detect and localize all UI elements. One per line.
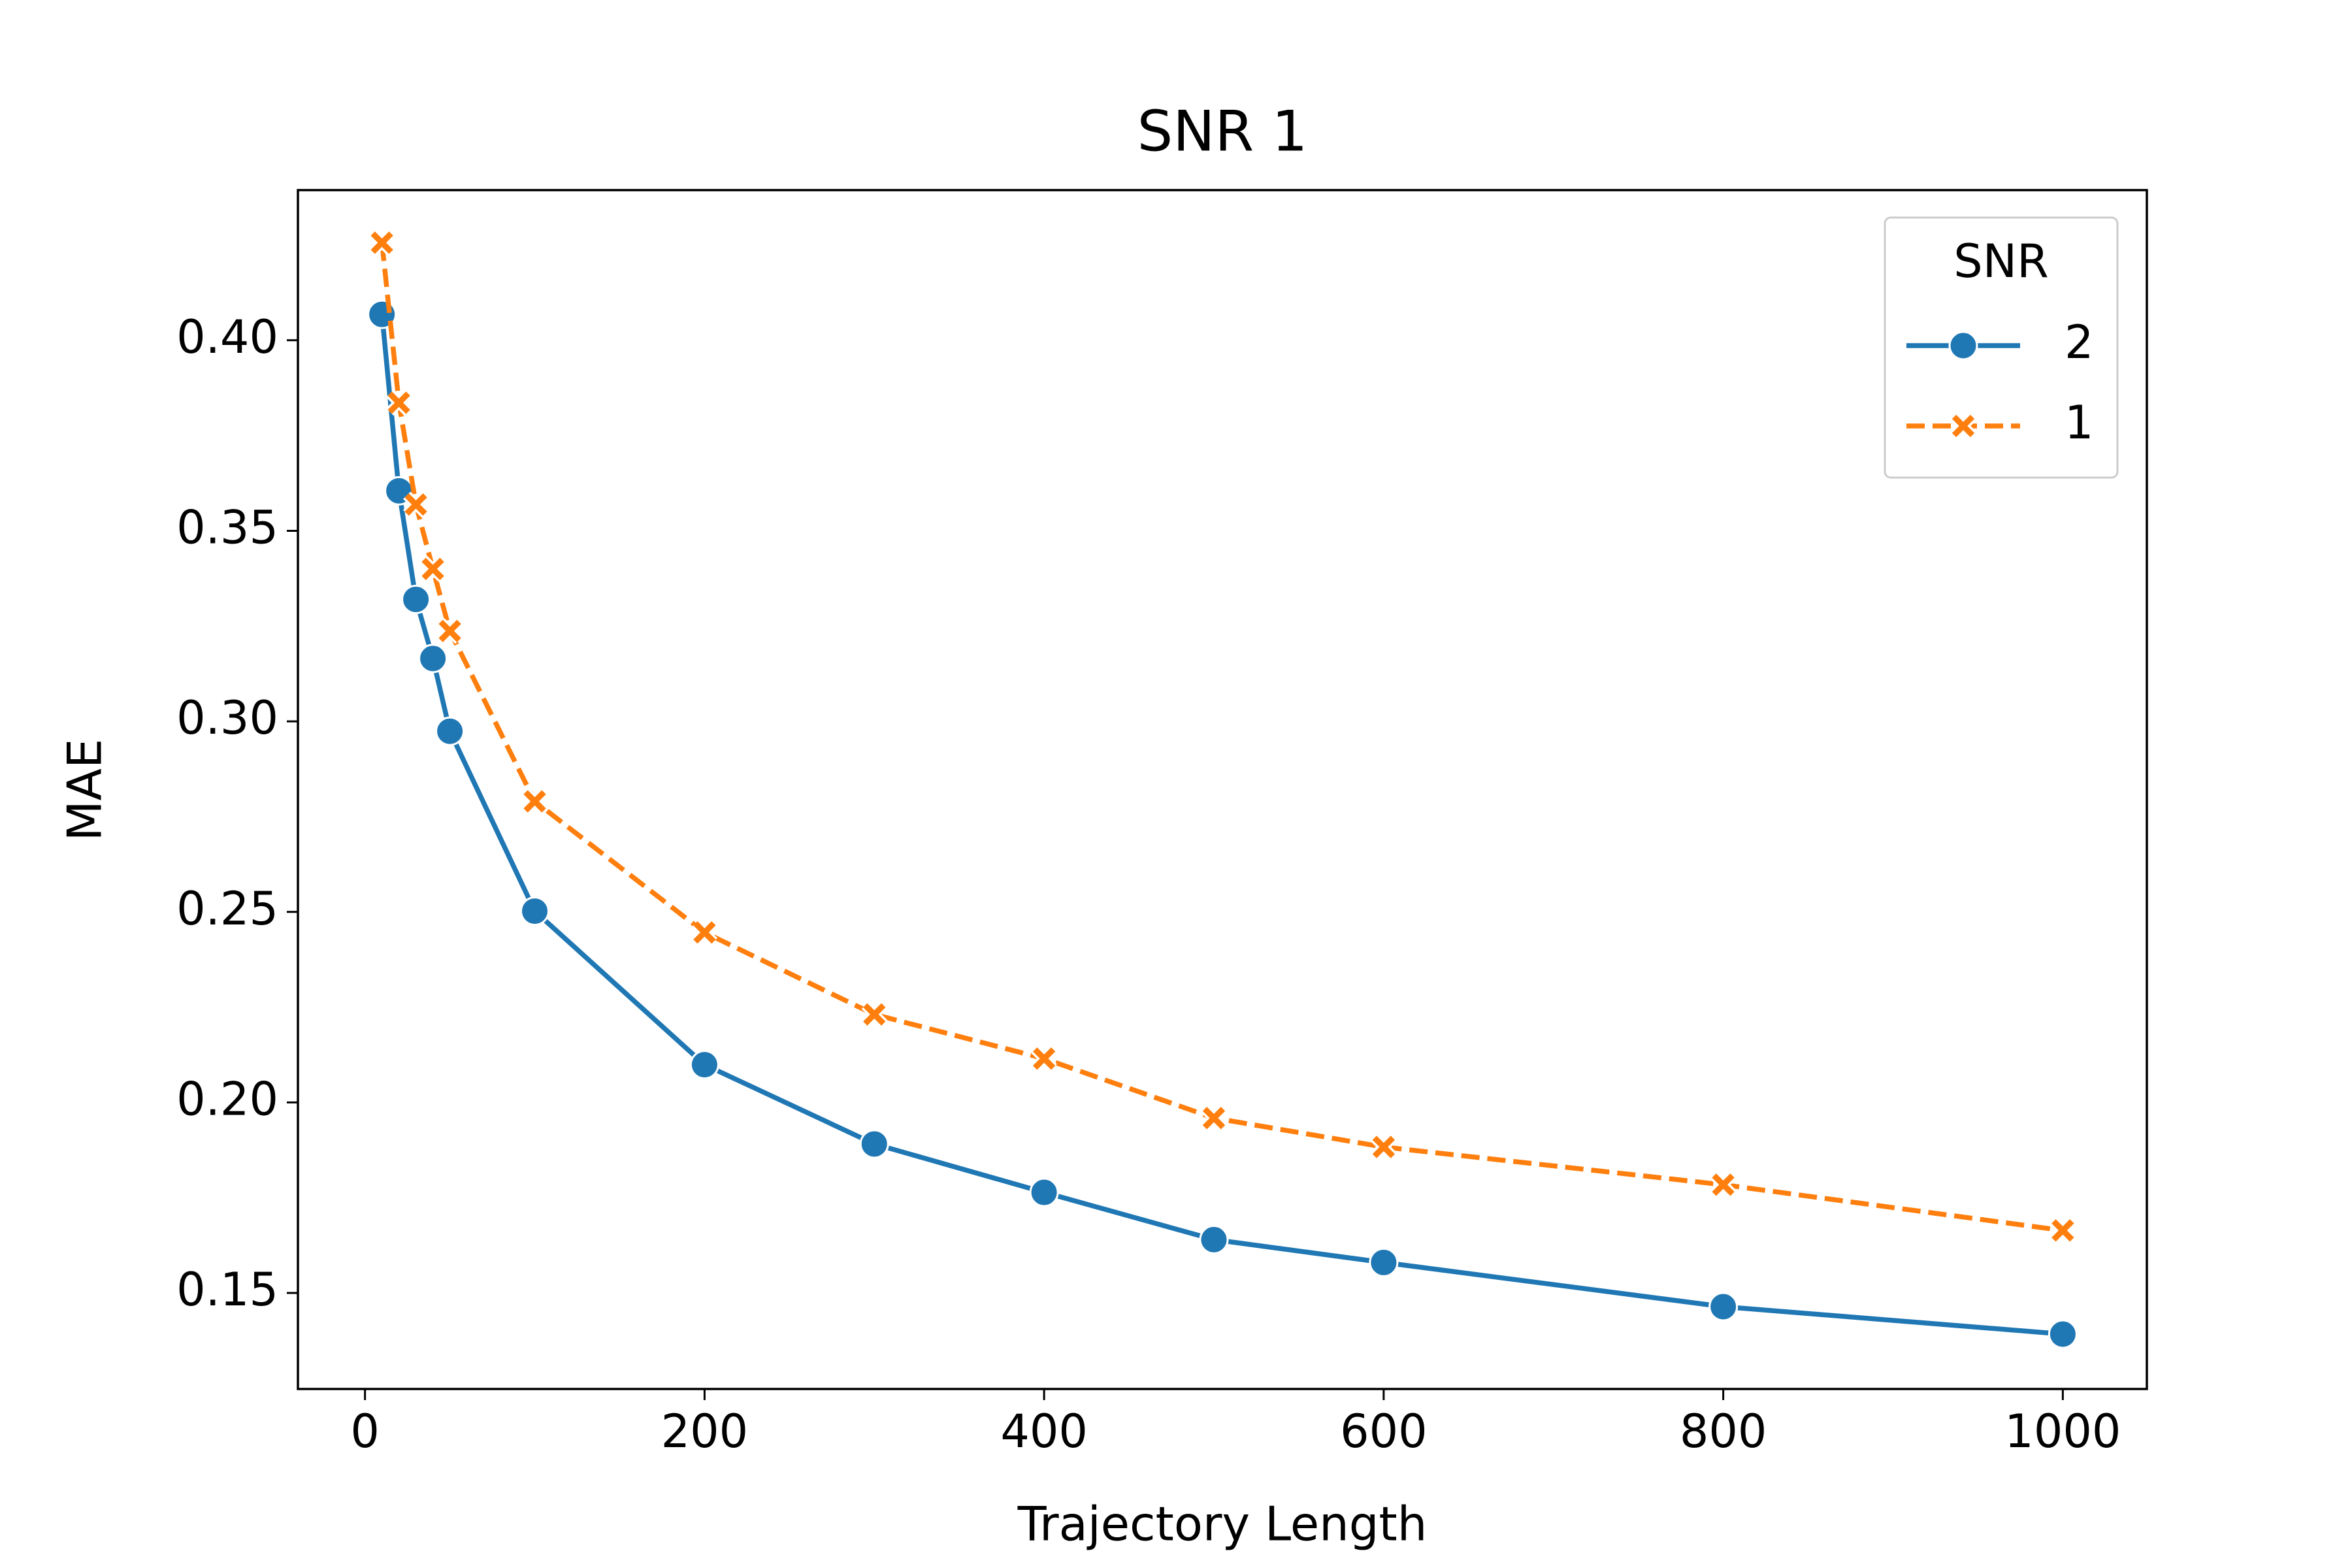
legend-label: 2 <box>2065 316 2094 369</box>
y-tick-label: 0.35 <box>176 500 278 554</box>
legend-title: SNR <box>1953 235 2048 288</box>
data-point <box>520 896 550 926</box>
y-axis-label: MAE <box>57 739 112 841</box>
data-point <box>1369 1247 1399 1277</box>
data-point <box>1202 1107 1226 1130</box>
data-point <box>1372 1135 1396 1158</box>
chart-title: SNR 1 <box>1137 99 1308 164</box>
data-point <box>370 231 393 254</box>
x-tick-label: 200 <box>661 1405 749 1458</box>
legend-label: 1 <box>2065 396 2094 449</box>
data-point <box>1708 1292 1739 1322</box>
data-point <box>404 493 427 516</box>
legend-marker <box>1948 331 1978 361</box>
x-tick-label: 400 <box>1000 1405 1088 1458</box>
x-tick-label: 600 <box>1340 1405 1428 1458</box>
data-point <box>523 790 546 813</box>
y-tick-label: 0.40 <box>176 310 278 364</box>
series-line <box>379 242 2063 1233</box>
legend: SNR 2 1 <box>1884 216 2119 479</box>
y-tick-label: 0.30 <box>176 691 278 745</box>
data-point <box>2048 1319 2078 1349</box>
x-tick-label: 800 <box>1680 1405 1767 1458</box>
data-point <box>689 1050 719 1080</box>
data-point <box>859 1129 889 1159</box>
data-point <box>693 921 716 944</box>
plot-frame <box>297 189 2148 1390</box>
series-line <box>379 314 2063 1337</box>
x-axis-label: Trajectory Length <box>1017 1497 1428 1552</box>
y-tick-label: 0.15 <box>176 1263 278 1316</box>
data-point <box>1712 1173 1735 1196</box>
y-tick-label: 0.20 <box>176 1072 278 1126</box>
data-point <box>2051 1219 2074 1242</box>
data-point <box>1032 1047 1056 1070</box>
data-point <box>863 1003 886 1026</box>
data-point <box>435 716 465 746</box>
data-point <box>418 644 448 674</box>
data-point <box>387 391 410 414</box>
data-point <box>438 619 461 643</box>
data-point <box>1199 1224 1229 1254</box>
x-tick-label: 1000 <box>2004 1405 2121 1458</box>
x-tick-label: 0 <box>350 1405 380 1458</box>
legend-marker <box>1952 414 1975 438</box>
data-point <box>421 557 444 580</box>
data-point <box>401 584 431 614</box>
y-tick-label: 0.25 <box>176 882 278 936</box>
data-point <box>1029 1177 1059 1207</box>
